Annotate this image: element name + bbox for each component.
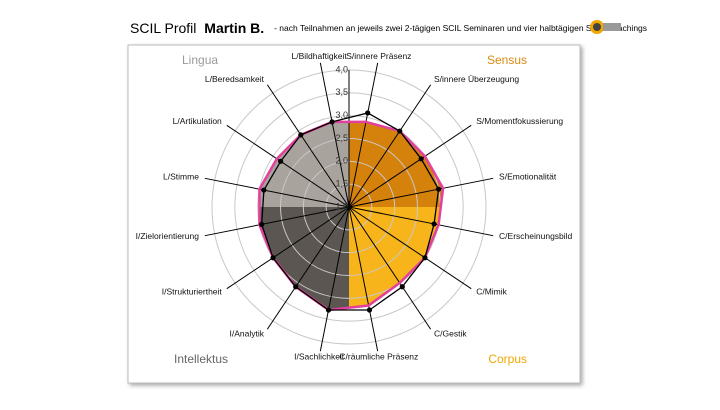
data-point [329,119,335,125]
axis-tick-label: 2,0 [335,156,348,166]
data-point [293,284,299,290]
quadrant-label: Sensus [487,53,527,67]
quadrant-label: Intellektus [174,352,228,366]
spoke [348,206,432,330]
data-point [366,307,373,313]
category-label: C/Erscheinungsbild [499,231,573,241]
spoke [226,206,350,290]
category-label: L/Stimme [163,171,199,181]
spoke [348,177,494,208]
spoke [319,62,350,208]
axis-tick-label: 1,5 [335,179,348,189]
category-label: S/Emotionalität [499,171,557,181]
axis-tick-label: 4,0 [335,64,348,74]
spoke [348,84,432,208]
spoke [348,206,379,352]
data-point [431,221,437,227]
category-label: C/Gestik [434,328,467,338]
quadrant-fill [349,121,444,207]
category-label: I/Strukturiertheit [162,286,223,296]
plot: 1,0 1,5 2,0 2,5 3,0 3,5 4,0 S/innere Präsenz S/i… [136,51,573,366]
data-point [270,255,276,261]
category-label: L/Beredsamkeit [205,74,265,84]
spoke [348,206,472,290]
quadrant-label: Corpus [488,352,527,366]
category-label: S/Momentfokussierung [476,116,563,126]
title-name: Martin B. [204,20,264,36]
spoke [204,177,350,208]
chart-title: SCIL Profil Martin B. - nach Teilnahmen … [130,20,647,36]
category-label: S/innere Überzeugung [434,74,519,84]
category-label: I/Sachlichkeit [294,351,345,361]
quadrant-fill [259,121,349,207]
axis-tick-label: 3,5 [335,87,348,97]
category-label: C/Mimik [476,286,507,296]
quadrant-label: Lingua [182,53,218,67]
data-point [325,307,332,313]
spoke [319,206,350,352]
category-label: L/Artikulation [173,116,222,126]
spoke [266,84,350,208]
spoke [226,124,350,208]
category-label: C/räumliche Präsenz [339,351,418,361]
category-label: I/Zielorientierung [136,231,200,241]
data-point [435,186,442,192]
data-point [298,132,304,138]
data-point [418,156,424,162]
category-label: L/Bildhaftigkeit [292,51,348,61]
data-point [365,110,371,116]
axis-tick-label: 2,5 [335,133,348,143]
data-point [399,284,405,290]
data-point [259,221,265,227]
category-label: S/innere Präsenz [346,51,411,61]
axis-tick-label: 3,0 [335,110,348,120]
data-point [261,187,267,193]
logo [590,20,621,34]
data-point [422,255,428,261]
axis-tick-label: 1,0 [335,201,348,211]
data-point [397,128,403,134]
spoke [348,62,379,208]
category-label: I/Analytik [229,328,264,338]
spoke [348,124,472,208]
spoke [266,206,350,330]
spoke [348,206,494,237]
spoke [204,206,350,237]
subtitle: - nach Teilnahmen an jeweils zwei 2-tägi… [274,23,647,33]
title: SCIL Profil [130,20,196,36]
data-point [278,158,284,164]
